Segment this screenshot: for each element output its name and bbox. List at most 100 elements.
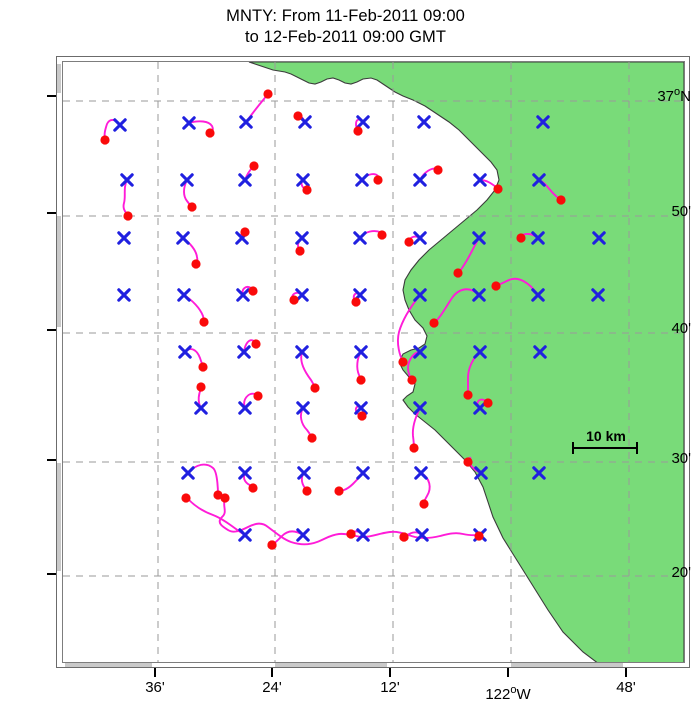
end-marker (353, 126, 363, 136)
start-marker (238, 401, 252, 415)
frame-tick-segment-x-1 (158, 663, 269, 667)
map-canvas[interactable] (63, 62, 684, 662)
end-marker (248, 483, 258, 493)
y-tick-0 (47, 95, 56, 97)
x-tick-2 (389, 668, 391, 677)
x-tick-label-4: 48' (616, 679, 636, 696)
degree-symbol: o (674, 86, 681, 98)
y-tick-1 (47, 212, 56, 214)
end-marker (249, 161, 259, 171)
start-marker (592, 231, 606, 245)
chart-title-line2: to 12-Feb-2011 09:00 GMT (244, 28, 447, 46)
trajectory-path (185, 497, 246, 536)
end-marker (310, 383, 320, 393)
end-marker (474, 531, 484, 541)
end-marker (409, 443, 419, 453)
x-tick-label-1: 24' (262, 679, 282, 696)
end-marker (263, 89, 273, 99)
chart-title-line1: MNTY: From 11-Feb-2011 09:00 (226, 7, 465, 25)
end-marker (433, 165, 443, 175)
start-marker (239, 115, 253, 129)
frame-tick-segment-x-2 (275, 663, 387, 667)
end-marker (302, 185, 312, 195)
end-marker (295, 246, 305, 256)
end-marker (398, 357, 408, 367)
long-trajectory (218, 497, 482, 546)
start-marker (176, 231, 190, 245)
chart-title: MNTY: From 11-Feb-2011 09:00 to 12-Feb-2… (0, 6, 691, 48)
start-marker (295, 288, 309, 302)
frame-tick-segment-x-4 (511, 663, 623, 667)
end-marker (516, 233, 526, 243)
start-marker (117, 288, 131, 302)
start-marker (532, 173, 546, 187)
end-marker (377, 230, 387, 240)
end-marker (198, 362, 208, 372)
frame-tick-segment-y-1 (57, 99, 61, 210)
gridlines-vertical (157, 62, 630, 662)
start-marker (591, 288, 605, 302)
start-marker (178, 345, 192, 359)
start-marker (182, 116, 196, 130)
y-tick-label-1: 50' (671, 203, 691, 220)
end-marker (346, 529, 356, 539)
frame-tick-segment-y-5 (57, 577, 61, 660)
start-marker (297, 466, 311, 480)
frame-tick-segment-y-3 (57, 333, 61, 457)
end-marker (356, 375, 366, 385)
start-marker (194, 401, 208, 415)
y-tick-3 (47, 459, 56, 461)
start-marker (236, 288, 250, 302)
trajectory-path (187, 463, 219, 496)
end-marker (251, 339, 261, 349)
end-marker (429, 318, 439, 328)
end-marker (293, 111, 303, 121)
start-marker (117, 231, 131, 245)
start-marker (531, 288, 545, 302)
y-tick-label-2: 40' (671, 320, 691, 337)
trajectory-path (122, 179, 129, 217)
land-polygon (248, 62, 684, 662)
start-marker (473, 345, 487, 359)
start-marker (296, 173, 310, 187)
y-tick-label-0: 37oN (657, 86, 691, 105)
end-marker (307, 433, 317, 443)
start-marker (415, 528, 429, 542)
start-marker (532, 466, 546, 480)
end-marker (399, 532, 409, 542)
map-svg (63, 62, 684, 662)
start-marker (536, 115, 550, 129)
y-tick-4 (47, 573, 56, 575)
x-tick-label-2: 12' (380, 679, 400, 696)
start-marker (413, 401, 427, 415)
end-marker (187, 202, 197, 212)
frame-tick-segment-y-4 (57, 463, 61, 571)
end-marker (357, 411, 367, 421)
end-marker (123, 211, 133, 221)
degree-symbol: o (510, 684, 517, 696)
start-marker-layer (113, 115, 606, 542)
end-marker (493, 184, 503, 194)
end-marker (483, 398, 493, 408)
x-tick-1 (271, 668, 273, 677)
end-marker (419, 499, 429, 509)
start-marker (120, 173, 134, 187)
start-marker (295, 231, 309, 245)
start-marker (413, 288, 427, 302)
start-marker (238, 528, 252, 542)
x-tick-label-0: 36' (145, 679, 165, 696)
start-marker (472, 288, 486, 302)
end-marker (463, 390, 473, 400)
end-marker (302, 486, 312, 496)
map-frame-inner (62, 61, 685, 663)
end-marker-layer (100, 89, 566, 550)
start-marker (473, 173, 487, 187)
start-marker (414, 466, 428, 480)
end-marker (373, 175, 383, 185)
frame-tick-segment-y-2 (57, 216, 61, 327)
frame-tick-segment-y-0 (57, 64, 61, 93)
start-marker (237, 345, 251, 359)
end-marker (463, 457, 473, 467)
start-marker (181, 466, 195, 480)
start-marker (238, 173, 252, 187)
